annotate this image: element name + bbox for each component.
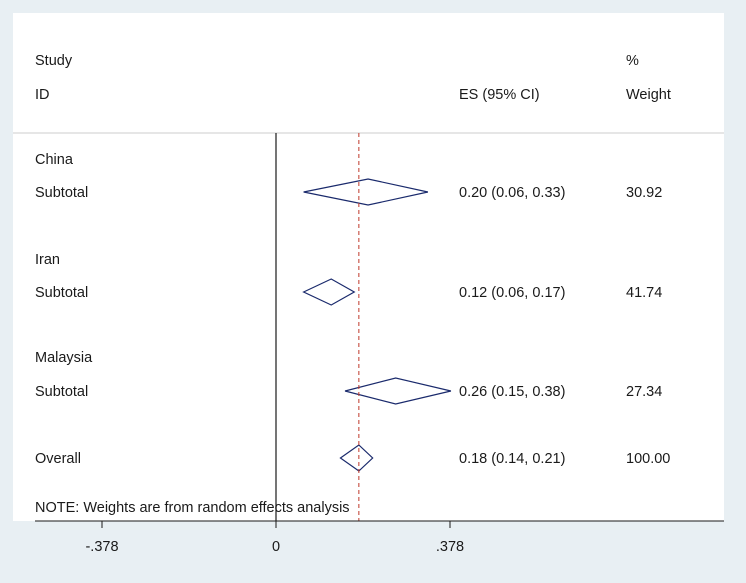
group-name-china: China <box>35 152 74 168</box>
x-tick-label: -.378 <box>85 539 118 555</box>
overall-label: Overall <box>35 451 81 467</box>
header-es: ES (95% CI) <box>459 87 540 103</box>
subtotal-weight: 27.34 <box>626 384 662 400</box>
subtotal-diamond <box>303 178 429 206</box>
header-percent: % <box>626 53 639 69</box>
x-axis-ticks: -.378 0 .378 <box>85 521 464 555</box>
x-tick-label: .378 <box>436 539 464 555</box>
group-name-iran: Iran <box>35 252 60 268</box>
subtotal-diamond <box>302 278 356 306</box>
overall-es-ci: 0.18 (0.14, 0.21) <box>459 451 565 467</box>
header-id: ID <box>35 87 50 103</box>
subtotal-es-ci: 0.12 (0.06, 0.17) <box>459 285 565 301</box>
subtotal-diamond <box>344 377 452 405</box>
overall-weight: 100.00 <box>626 451 670 467</box>
reference-lines <box>275 133 360 521</box>
header-study: Study <box>35 53 73 69</box>
subtotal-label: Subtotal <box>35 285 88 301</box>
subtotal-label: Subtotal <box>35 384 88 400</box>
subtotal-weight: 30.92 <box>626 185 662 201</box>
group-name-malaysia: Malaysia <box>35 350 93 366</box>
subtotal-weight: 41.74 <box>626 285 662 301</box>
subtotal-label: Subtotal <box>35 185 88 201</box>
overall-diamond <box>339 444 374 472</box>
x-tick-label: 0 <box>272 539 280 555</box>
note-text: NOTE: Weights are from random effects an… <box>35 500 350 516</box>
subtotal-es-ci: 0.20 (0.06, 0.33) <box>459 185 565 201</box>
plot-panel <box>13 13 724 521</box>
header-weight: Weight <box>626 87 671 103</box>
study-rows: China Subtotal 0.20 (0.06, 0.33) 30.92 Iran S… <box>35 152 670 472</box>
subtotal-es-ci: 0.26 (0.15, 0.38) <box>459 384 565 400</box>
